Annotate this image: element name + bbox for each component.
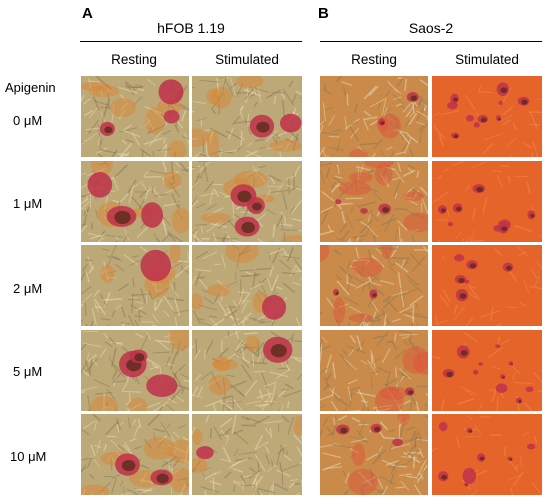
col-label-b-resting: Resting xyxy=(351,52,397,67)
micrograph-saos-stimulated-dose-0 xyxy=(432,76,542,157)
panel-b-divider xyxy=(320,41,542,42)
micrograph-saos-resting-dose-3 xyxy=(320,330,428,411)
micrograph-hfob-resting-dose-3 xyxy=(81,330,189,411)
panel-a-divider xyxy=(80,41,302,42)
col-label-a-resting: Resting xyxy=(111,52,157,67)
dose-label-1: 1 μM xyxy=(13,196,43,211)
micrograph-saos-stimulated-dose-1 xyxy=(432,161,542,242)
panel-letter-b: B xyxy=(318,5,329,22)
micrograph-saos-stimulated-dose-2 xyxy=(432,245,542,326)
micrograph-saos-resting-dose-1 xyxy=(320,161,428,242)
dose-label-0: 0 μM xyxy=(13,113,43,128)
micrograph-hfob-stimulated-dose-0 xyxy=(192,76,302,157)
panel-letter-a: A xyxy=(82,5,93,22)
micrograph-hfob-resting-dose-0 xyxy=(81,76,189,157)
dose-label-3: 5 μM xyxy=(13,364,43,379)
dose-label-2: 2 μM xyxy=(13,281,43,296)
micrograph-saos-resting-dose-2 xyxy=(320,245,428,326)
micrograph-saos-resting-dose-0 xyxy=(320,76,428,157)
panel-title-b: Saos-2 xyxy=(408,20,454,36)
panel-title-a: hFOB 1.19 xyxy=(157,20,225,36)
micrograph-hfob-resting-dose-4 xyxy=(81,414,189,495)
dose-label-4: 10 μM xyxy=(10,449,47,464)
micrograph-saos-stimulated-dose-4 xyxy=(432,414,542,495)
micrograph-hfob-stimulated-dose-4 xyxy=(192,414,302,495)
micrograph-hfob-stimulated-dose-3 xyxy=(192,330,302,411)
micrograph-hfob-resting-dose-1 xyxy=(81,161,189,242)
micrograph-saos-resting-dose-4 xyxy=(320,414,428,495)
micrograph-hfob-stimulated-dose-2 xyxy=(192,245,302,326)
col-label-b-stimulated: Stimulated xyxy=(455,52,519,67)
micrograph-hfob-stimulated-dose-1 xyxy=(192,161,302,242)
micrograph-saos-stimulated-dose-3 xyxy=(432,330,542,411)
micrograph-hfob-resting-dose-2 xyxy=(81,245,189,326)
col-label-a-stimulated: Stimulated xyxy=(215,52,279,67)
treatment-label: Apigenin xyxy=(5,80,56,95)
